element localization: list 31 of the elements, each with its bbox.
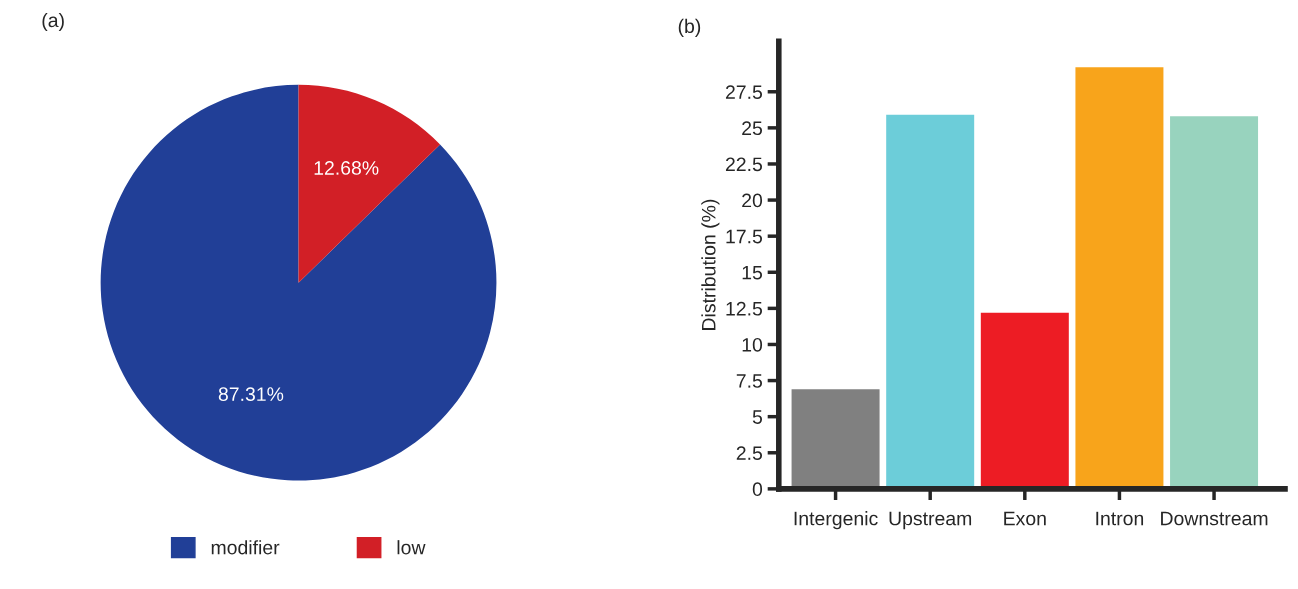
y-tick-label: 15 bbox=[742, 265, 763, 280]
x-tick-label: Downstream bbox=[1161, 511, 1268, 526]
bar bbox=[791, 389, 880, 489]
data-label: 12.68% bbox=[314, 161, 379, 175]
y-tick-label: 22.5 bbox=[725, 157, 763, 172]
y-tick-label: 5 bbox=[752, 410, 763, 424]
legend-label: modifier bbox=[211, 540, 280, 555]
y-tick-label: 10 bbox=[742, 337, 763, 352]
chart-title: (b) bbox=[678, 18, 701, 37]
bar bbox=[980, 312, 1069, 489]
x-tick-label: Upstream bbox=[889, 511, 972, 530]
bar bbox=[1170, 116, 1259, 489]
x-tick-label: Intron bbox=[1096, 511, 1144, 526]
y-tick-label: 17.5 bbox=[726, 229, 763, 244]
y-tick-label: 25 bbox=[742, 121, 763, 136]
x-tick-label: Intergenic bbox=[794, 511, 878, 530]
chart-title: (a) bbox=[42, 12, 64, 32]
pie-slice bbox=[100, 84, 497, 481]
y-tick-label: 0 bbox=[752, 482, 763, 497]
y-axis-title: Distribution (%) bbox=[701, 199, 720, 330]
x-tick-label: Exon bbox=[1004, 511, 1046, 526]
y-tick-label: 12.5 bbox=[726, 301, 763, 316]
y-tick-label: 20 bbox=[742, 193, 763, 208]
bar bbox=[1075, 67, 1164, 489]
data-label: 87.31% bbox=[218, 387, 284, 402]
y-tick-label: 27.5 bbox=[725, 85, 763, 100]
y-tick-label: 2.5 bbox=[736, 446, 763, 461]
y-tick-label: 7.5 bbox=[736, 374, 763, 388]
legend-label: low bbox=[397, 540, 426, 555]
bar bbox=[886, 114, 975, 489]
pie-slice bbox=[298, 84, 441, 283]
